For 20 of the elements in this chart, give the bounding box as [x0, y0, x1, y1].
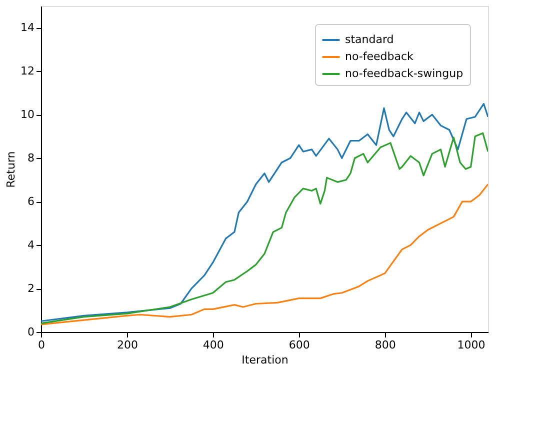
x-axis-title: Iteration — [242, 354, 288, 366]
y-tick-label: 0 — [28, 326, 34, 338]
legend-label: standard — [345, 33, 394, 46]
y-tick-label: 14 — [20, 21, 34, 34]
x-tick-label: 400 — [202, 338, 224, 352]
y-tick-label: 10 — [20, 108, 34, 122]
legend-label: no-feedback-swingup — [345, 67, 464, 80]
x-tick-label: 200 — [116, 338, 138, 352]
line-series — [41, 183, 488, 326]
x-tick-label: 1000 — [457, 338, 486, 352]
y-tick-label: 12 — [20, 64, 34, 78]
y-tick-label: 6 — [28, 195, 34, 208]
x-tick-label: 600 — [288, 338, 310, 352]
y-tick-label: 4 — [28, 238, 34, 252]
x-tick-label: 0 — [38, 338, 45, 352]
legend-label: no-feedback — [345, 50, 414, 63]
y-tick-label: 8 — [28, 152, 34, 165]
y-tick-label: 2 — [28, 282, 34, 296]
y-axis-title: Return — [4, 151, 18, 188]
x-tick-label: 800 — [374, 338, 396, 352]
